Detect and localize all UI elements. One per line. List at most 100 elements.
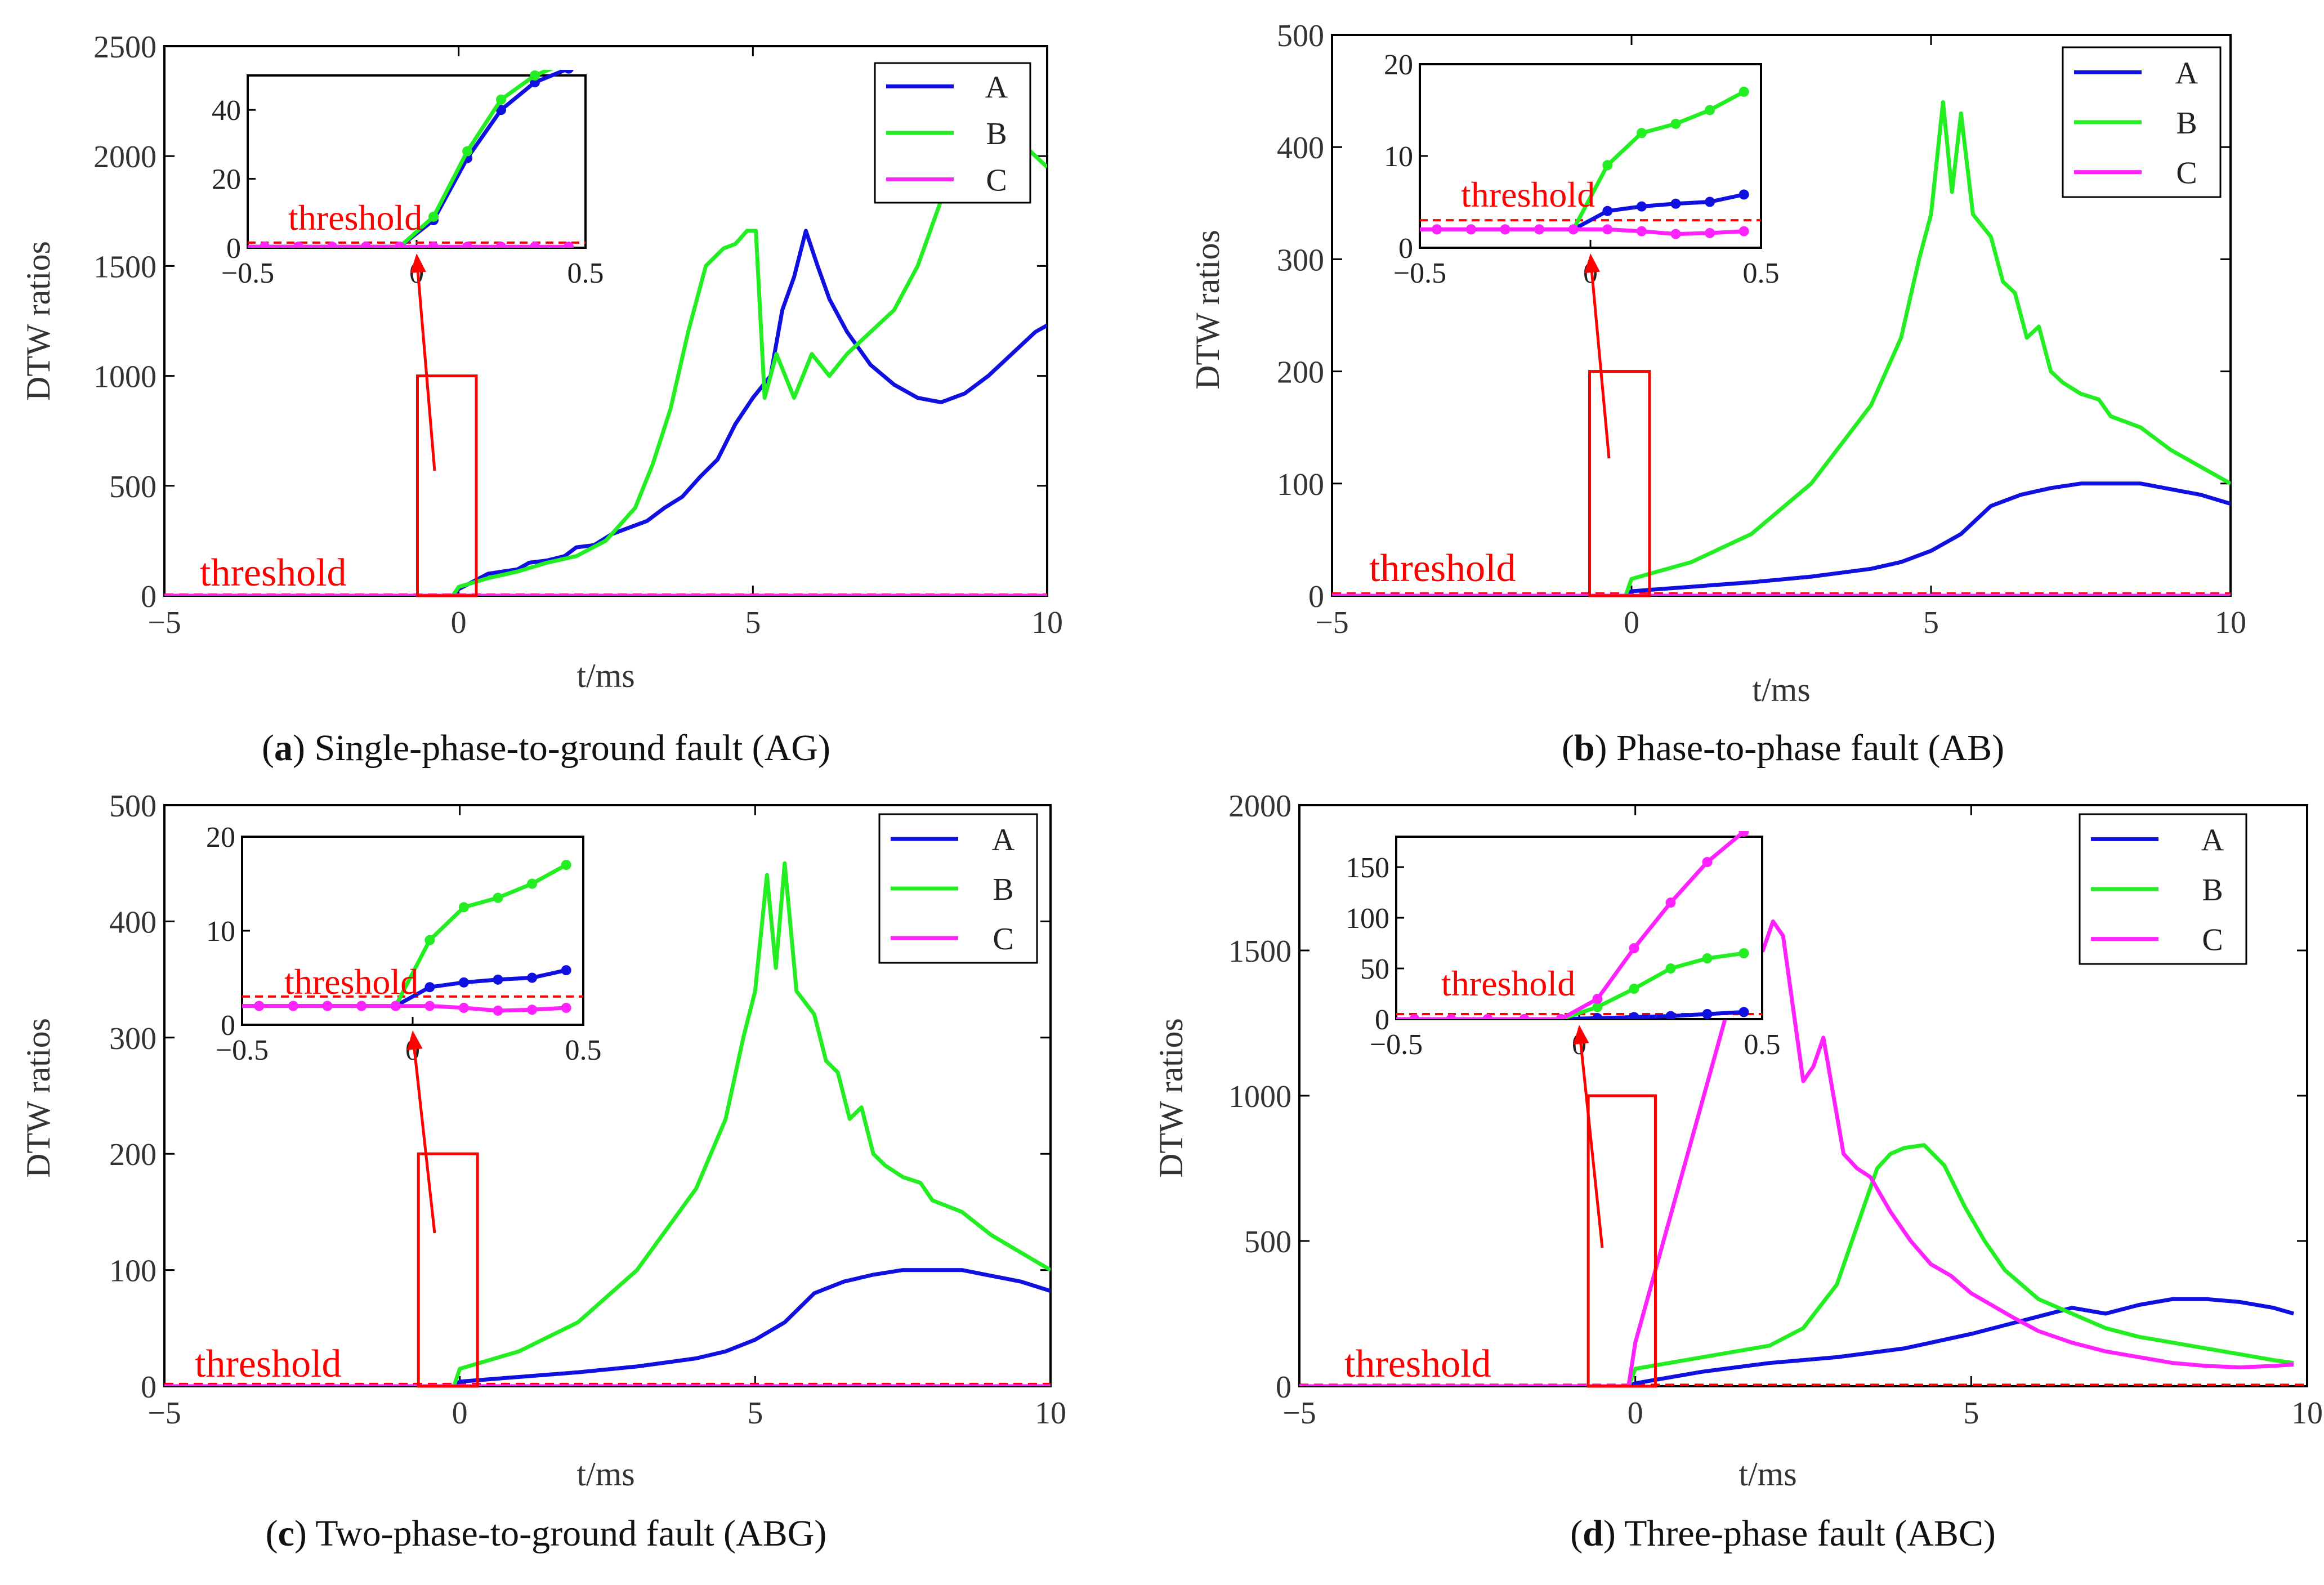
x-tick-label: 0 bbox=[452, 1396, 468, 1431]
inset-point-A bbox=[493, 974, 503, 985]
inset-point-C bbox=[496, 242, 506, 248]
inset-y-tick-label: 20 bbox=[212, 164, 241, 196]
series-group bbox=[1332, 100, 2231, 596]
y-tick-label: 400 bbox=[109, 905, 157, 940]
inset-point-B bbox=[1738, 948, 1749, 958]
zoom-box bbox=[415, 374, 478, 597]
panel-caption: (a) Single-phase-to-ground fault (AG) bbox=[262, 727, 830, 769]
inset-y-tick-label: 150 bbox=[1346, 852, 1389, 884]
inset-x-tick-label: 0.5 bbox=[567, 257, 604, 289]
legend-label-B: B bbox=[2176, 106, 2197, 141]
inset-point-C bbox=[1629, 943, 1639, 953]
inset-point-C bbox=[260, 242, 270, 248]
inset-point-C bbox=[424, 1001, 435, 1011]
y-tick-label: 300 bbox=[1277, 243, 1324, 278]
inset-point-B bbox=[1592, 1002, 1603, 1012]
inset-threshold-label: threshold bbox=[1441, 963, 1575, 1003]
zoom-box bbox=[1588, 370, 1651, 597]
x-tick-label: 5 bbox=[745, 605, 761, 640]
legend-label-A: A bbox=[985, 70, 1008, 105]
inset-point-C bbox=[1592, 994, 1603, 1004]
y-tick-label: 1000 bbox=[93, 360, 157, 395]
inset-point-C bbox=[1568, 224, 1579, 235]
legend-label-C: C bbox=[2202, 923, 2223, 958]
inset-point-C bbox=[1482, 1014, 1493, 1019]
inset-point-B bbox=[493, 892, 503, 903]
x-axis-label: t/ms bbox=[1738, 1455, 1796, 1493]
inset-point-C bbox=[530, 242, 540, 248]
y-tick-label: 1500 bbox=[93, 249, 157, 284]
inset-point-C bbox=[1409, 1014, 1420, 1019]
inset-point-A bbox=[1602, 206, 1613, 216]
inset-y-tick-label: 40 bbox=[212, 95, 241, 127]
inset-x-tick-label: −0.5 bbox=[1393, 257, 1446, 289]
inset-point-A bbox=[1705, 197, 1715, 207]
inset-point-C bbox=[1534, 224, 1545, 235]
inset-point-C bbox=[1665, 898, 1676, 908]
series-line-C bbox=[1299, 890, 2294, 1386]
inset-y-tick-label: 0 bbox=[1398, 233, 1413, 265]
x-tick-label: −5 bbox=[1315, 605, 1349, 640]
inset-point-B bbox=[1665, 963, 1676, 974]
inset-point-B bbox=[1629, 984, 1639, 994]
threshold-label: threshold bbox=[1369, 547, 1516, 590]
zoom-box bbox=[417, 1152, 479, 1388]
series-line-A bbox=[164, 229, 1047, 596]
x-tick-label: 5 bbox=[747, 1396, 763, 1431]
x-tick-label: −5 bbox=[148, 605, 181, 640]
inset-point-C bbox=[458, 1002, 469, 1013]
inset-y-tick-label: 100 bbox=[1346, 903, 1389, 935]
inset-point-C bbox=[1556, 1014, 1566, 1019]
inset-threshold-label: threshold bbox=[1461, 175, 1595, 215]
y-tick-label: 200 bbox=[1277, 355, 1324, 390]
series-group bbox=[1299, 890, 2307, 1386]
inset-point-A bbox=[1738, 189, 1749, 200]
x-tick-label: 0 bbox=[451, 605, 467, 640]
y-axis-label: DTW ratios bbox=[1152, 1018, 1190, 1178]
inset-point-C bbox=[254, 1001, 265, 1011]
inset-point-C bbox=[428, 242, 439, 248]
series-line-B bbox=[164, 110, 1047, 596]
x-axis-label: t/ms bbox=[1752, 671, 1810, 708]
inset-point-A bbox=[1738, 1007, 1749, 1017]
inset-point-A bbox=[561, 965, 571, 976]
legend-label-B: B bbox=[986, 117, 1007, 151]
inset-point-C bbox=[1636, 226, 1647, 236]
zoom-arrow bbox=[1577, 1028, 1604, 1248]
inset-point-A bbox=[564, 70, 574, 74]
legend-label-A: A bbox=[2175, 56, 2198, 91]
inset-point-C bbox=[1500, 224, 1510, 235]
inset-point-B bbox=[458, 902, 469, 913]
inset-point-B bbox=[527, 878, 538, 889]
inset-series-group bbox=[1396, 831, 1762, 1019]
inset-point-A bbox=[1636, 201, 1647, 212]
x-tick-label: 5 bbox=[1963, 1396, 1979, 1431]
x-tick-label: −5 bbox=[1282, 1396, 1316, 1431]
panel-caption: (d) Three-phase fault (ABC) bbox=[1570, 1513, 1996, 1554]
inset-point-C bbox=[288, 1001, 298, 1011]
inset-point-B bbox=[1702, 953, 1713, 963]
panel-caption: (c) Two-phase-to-ground fault (ABG) bbox=[266, 1513, 827, 1554]
inset-y-tick-label: 10 bbox=[1384, 141, 1413, 173]
inset-y-tick-label: 20 bbox=[1384, 49, 1413, 81]
inset-point-A bbox=[424, 982, 435, 993]
inset-x-tick-label: 0.5 bbox=[1744, 1029, 1781, 1061]
series-line-A bbox=[1299, 1297, 2295, 1386]
x-axis-label: t/ms bbox=[576, 657, 634, 694]
inset-y-tick-label: 0 bbox=[1375, 1004, 1389, 1036]
inset-point-A bbox=[496, 105, 506, 115]
inset-point-C bbox=[293, 242, 303, 248]
x-tick-label: 0 bbox=[1628, 1396, 1643, 1431]
y-tick-label: 1000 bbox=[1228, 1079, 1291, 1114]
y-tick-label: 200 bbox=[109, 1137, 157, 1172]
y-tick-label: 100 bbox=[1277, 467, 1324, 502]
series-group bbox=[164, 110, 1047, 596]
inset-point-A bbox=[527, 972, 538, 983]
x-tick-label: 10 bbox=[2215, 605, 2246, 640]
legend-label-A: A bbox=[2201, 823, 2224, 858]
series-line-B bbox=[164, 861, 1051, 1386]
